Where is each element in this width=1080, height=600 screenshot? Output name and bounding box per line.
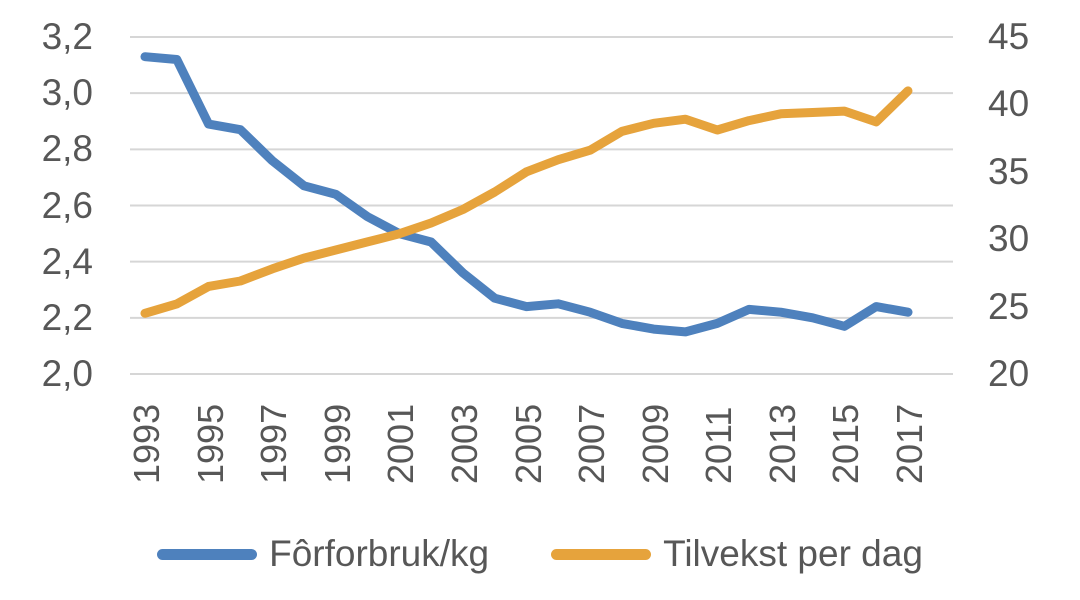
right-axis-tick-label: 20 — [988, 353, 1030, 394]
x-axis-tick-label: 2003 — [443, 403, 485, 484]
x-axis-tick-label: 2017 — [889, 403, 930, 484]
right-axis-tick-label: 25 — [988, 285, 1030, 327]
x-axis-tick-label: 2009 — [634, 403, 676, 484]
right-axis-tick-label: 40 — [988, 83, 1030, 125]
x-axis-tick-label: 1993 — [126, 403, 167, 484]
legend-item-forforbruk: Fôrforbruk/kg — [157, 533, 489, 575]
right-axis-tick-label: 35 — [988, 150, 1030, 192]
right-axis-tick-label: 30 — [988, 218, 1030, 260]
left-axis-tick-label: 2,8 — [41, 128, 93, 170]
x-axis-tick-label: 2007 — [571, 403, 613, 484]
x-axis-tick-label: 1995 — [189, 403, 231, 484]
left-axis-tick-label: 2,4 — [41, 240, 93, 282]
x-axis-tick-label: 2013 — [761, 403, 803, 484]
right-axis-tick-label: 45 — [988, 16, 1030, 57]
x-axis-tick-label: 2001 — [380, 403, 422, 484]
legend-item-tilvekst: Tilvekst per dag — [551, 533, 923, 575]
series-line-0 — [140, 52, 913, 337]
x-axis-tick-label: 2011 — [698, 406, 740, 484]
left-axis-tick-label: 2,6 — [41, 184, 93, 226]
series-line-1 — [140, 86, 913, 318]
legend: Fôrforbruk/kg Tilvekst per dag — [0, 533, 1080, 575]
left-axis-tick-label: 2,0 — [41, 353, 93, 394]
legend-swatch-tilvekst — [551, 548, 652, 560]
legend-label-tilvekst: Tilvekst per dag — [663, 533, 923, 574]
x-axis-tick-label: 2015 — [825, 403, 867, 484]
legend-label-forforbruk: Fôrforbruk/kg — [269, 533, 490, 574]
left-axis-tick-label: 3,2 — [41, 16, 93, 57]
left-axis-tick-label: 3,0 — [41, 72, 93, 114]
x-axis-tick-label: 2005 — [507, 403, 549, 484]
x-axis-tick-label: 1999 — [316, 403, 358, 484]
x-axis-tick-label: 1997 — [253, 403, 295, 484]
left-axis-tick-label: 2,2 — [41, 296, 93, 338]
legend-swatch-forforbruk — [157, 548, 258, 560]
